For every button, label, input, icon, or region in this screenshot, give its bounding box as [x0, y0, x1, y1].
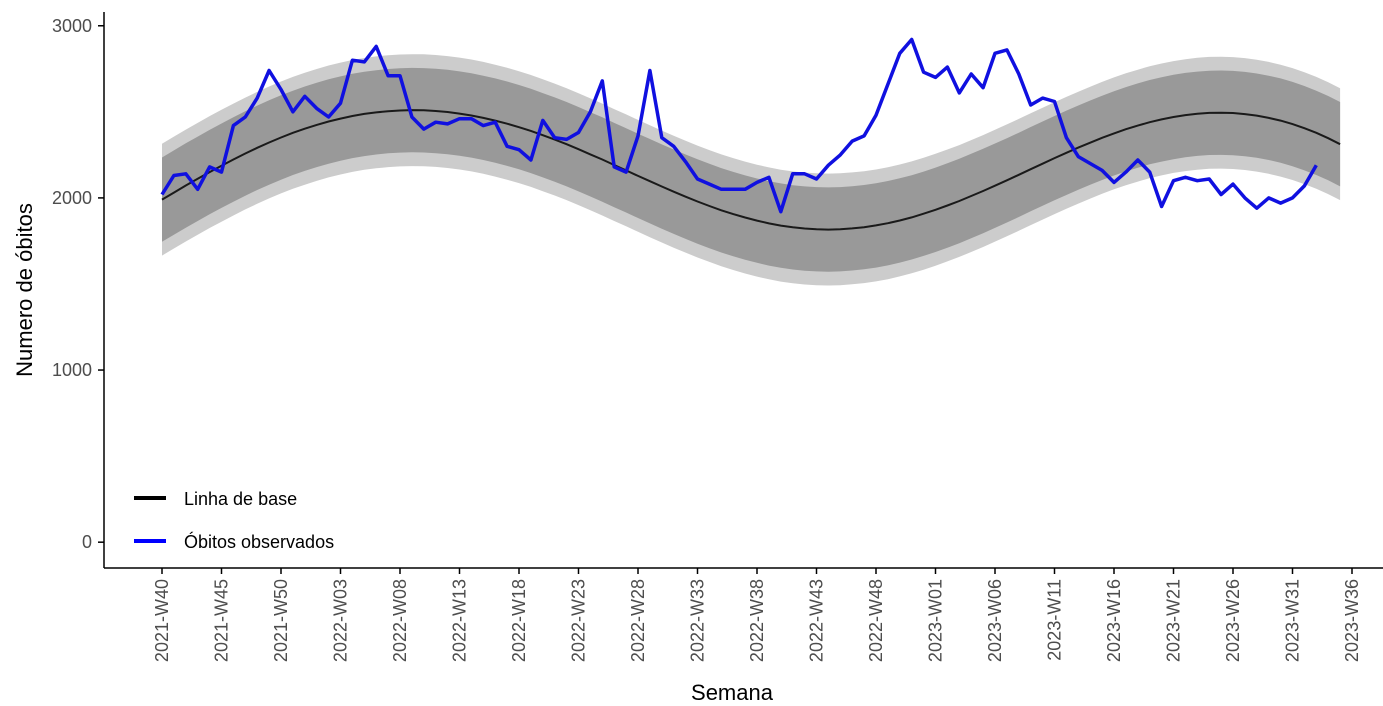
x-tick-label: 2022-W03	[331, 579, 351, 662]
x-tick-label: 2023-W16	[1104, 579, 1124, 662]
y-tick-label: 2000	[52, 188, 92, 208]
x-tick-label: 2022-W28	[628, 579, 648, 662]
x-tick-label: 2021-W40	[152, 579, 172, 662]
x-tick-label: 2022-W23	[569, 579, 589, 662]
x-tick-label: 2022-W13	[450, 579, 470, 662]
x-axis-title: Semana	[691, 680, 774, 705]
x-tick-label: 2023-W36	[1342, 579, 1362, 662]
series-observed-line	[160, 37, 1318, 214]
x-tick-label: 2023-W11	[1045, 579, 1065, 661]
x-tick-label: 2022-W48	[866, 579, 886, 662]
y-tick-label: 0	[82, 532, 92, 552]
y-tick-label: 1000	[52, 360, 92, 380]
series-baseline-line	[161, 109, 1341, 231]
x-tick-label: 2022-W43	[807, 579, 827, 662]
axes	[103, 12, 1383, 569]
series-lines	[160, 37, 1341, 231]
x-tick-label: 2022-W18	[509, 579, 529, 662]
legend: Linha de base Óbitos observados	[134, 489, 334, 552]
x-tick-label: 2021-W45	[212, 579, 232, 662]
x-tick-label: 2023-W31	[1283, 579, 1303, 662]
x-tick-label: 2022-W33	[688, 579, 708, 662]
x-tick-label: 2023-W26	[1223, 579, 1243, 662]
y-tick-label: 3000	[52, 16, 92, 36]
legend-label-observed: Óbitos observados	[184, 531, 334, 552]
x-ticks: 2021-W40 2021-W45 2021-W50 2022-W03 2022-W08…	[152, 568, 1362, 662]
x-tick-label: 2023-W21	[1164, 579, 1184, 662]
x-tick-label: 2022-W38	[747, 579, 767, 662]
prediction-bands	[162, 54, 1341, 286]
y-ticks: 0 1000 2000 3000	[52, 16, 104, 552]
x-tick-label: 2023-W01	[926, 579, 946, 662]
x-tick-label: 2021-W50	[271, 579, 291, 662]
legend-label-baseline: Linha de base	[184, 489, 297, 509]
y-axis-title: Numero de óbitos	[12, 203, 37, 377]
x-tick-label: 2022-W08	[390, 579, 410, 662]
x-tick-label: 2023-W06	[985, 579, 1005, 662]
